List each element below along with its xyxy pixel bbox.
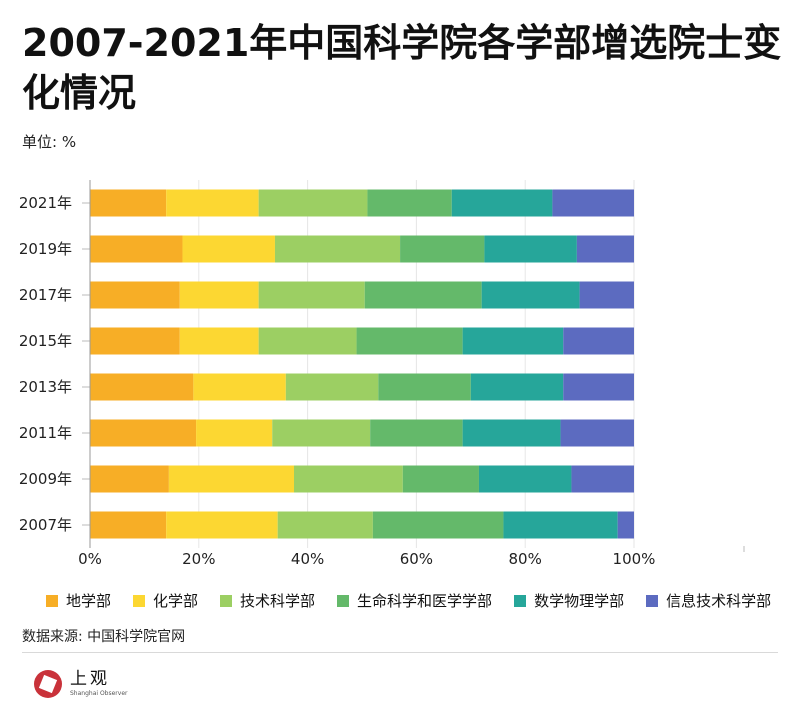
legend-item: 技术科学部 (220, 590, 315, 611)
bar-segment (617, 511, 634, 539)
y-category-label: 2013年 (19, 378, 72, 396)
bar-segment (90, 465, 169, 493)
bar-segment (402, 465, 479, 493)
legend-swatch (133, 594, 146, 607)
bar-segment (364, 281, 482, 309)
bar-segment (277, 511, 373, 539)
bar-segment (196, 419, 273, 447)
bar-segment (90, 511, 167, 539)
bar-segment (294, 465, 403, 493)
y-category-label: 2019年 (19, 240, 72, 258)
chart-legend: 地学部 化学部 技术科学部 生命科学和医学学部 数学物理学部 信息技术科学部 (46, 590, 793, 611)
bar-segment (571, 465, 634, 493)
bar-segment (503, 511, 618, 539)
x-tick-label: 0% (78, 550, 102, 568)
bar-segment (179, 327, 259, 355)
legend-item: 地学部 (46, 590, 111, 611)
bar-segment (258, 327, 357, 355)
bar-segment (90, 419, 197, 447)
legend-swatch (337, 594, 350, 607)
legend-swatch (514, 594, 527, 607)
bar-segment (378, 373, 471, 401)
y-category-label: 2009年 (19, 470, 72, 488)
logo-mark-icon (34, 670, 62, 698)
y-category-label: 2015年 (19, 332, 72, 350)
legend-label: 地学部 (66, 592, 112, 610)
bar-segment (481, 281, 580, 309)
bar-segment (552, 189, 634, 217)
bar-segment (90, 189, 167, 217)
divider (22, 652, 778, 653)
bar-segment (90, 235, 183, 263)
bar-segment (168, 465, 294, 493)
bar-segment (470, 373, 564, 401)
bar-segment (367, 189, 452, 217)
x-tick-label: 20% (182, 550, 215, 568)
bar-segment (576, 235, 634, 263)
unit-label: 单位: % (22, 133, 77, 151)
legend-item: 生命科学和医学学部 (337, 590, 492, 611)
legend-swatch (220, 594, 233, 607)
brand-logo: 上观 Shanghai Observer (34, 670, 127, 698)
bar-segment (272, 419, 371, 447)
x-tick-label: 80% (509, 550, 542, 568)
bar-segment (182, 235, 275, 263)
x-tick-label: 60% (400, 550, 433, 568)
bar-segment (462, 327, 564, 355)
y-category-label: 2017年 (19, 286, 72, 304)
y-category-label: 2007年 (19, 516, 72, 534)
chart-title: 2007-2021年中国科学院各学部增选院士变化情况 (22, 21, 782, 115)
bar-segment (484, 235, 577, 263)
x-tick-label: 40% (291, 550, 324, 568)
bar-segment (179, 281, 259, 309)
bar-segment (400, 235, 485, 263)
bar-segment (370, 419, 463, 447)
bar-segment (90, 373, 194, 401)
bar-segment (372, 511, 504, 539)
bar-segment (193, 373, 286, 401)
logo-text-en: Shanghai Observer (70, 690, 128, 697)
data-source: 数据来源: 中国科学院官网 (22, 629, 186, 645)
bar-segment (166, 189, 259, 217)
bar-segment (274, 235, 401, 263)
bar-segment (166, 511, 278, 539)
x-tick-label: 100% (613, 550, 656, 568)
y-category-label: 2021年 (19, 194, 72, 212)
y-category-label: 2011年 (19, 424, 72, 442)
legend-label: 生命科学和医学学部 (357, 592, 493, 610)
stacked-bar-chart: 0% 20% 40% 60% 80% 100% 2021年 2019年 2017年 2015年 20… (19, 180, 745, 568)
legend-label: 信息技术科学部 (666, 592, 772, 610)
bar-segment (478, 465, 572, 493)
legend-item: 信息技术科学部 (646, 590, 771, 611)
bar-segment (579, 281, 634, 309)
legend-label: 数学物理学部 (534, 592, 625, 610)
bar-segment (258, 281, 365, 309)
legend-swatch (646, 594, 659, 607)
logo-text-cn: 上观 (70, 669, 110, 689)
bar-segment (90, 281, 180, 309)
legend-label: 化学部 (153, 592, 199, 610)
legend-label: 技术科学部 (240, 592, 316, 610)
bar-segment (563, 373, 634, 401)
legend-item: 化学部 (133, 590, 198, 611)
legend-item: 数学物理学部 (514, 590, 624, 611)
bar-segment (285, 373, 379, 401)
bar-segment (258, 189, 368, 217)
legend-swatch (46, 594, 58, 607)
bar-segment (451, 189, 553, 217)
bar-segment (90, 327, 180, 355)
bar-segment (563, 327, 634, 355)
bar-segment (462, 419, 561, 447)
bar-segment (560, 419, 634, 447)
bar-segment (356, 327, 463, 355)
